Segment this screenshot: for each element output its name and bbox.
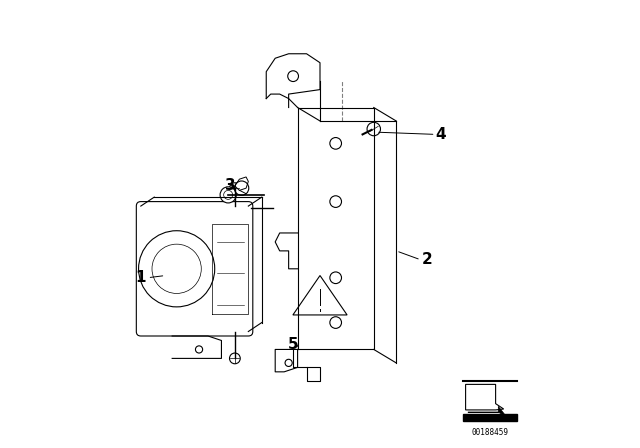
Circle shape [230,183,240,194]
Text: 00188459: 00188459 [472,428,509,437]
Bar [463,414,517,421]
Text: 3: 3 [225,178,236,194]
Text: 4: 4 [436,127,446,142]
Circle shape [367,122,380,136]
Text: 1: 1 [136,270,146,285]
Circle shape [220,187,236,203]
Text: 2: 2 [422,252,433,267]
Circle shape [230,353,240,364]
Circle shape [234,181,249,195]
Polygon shape [468,406,506,417]
Text: 5: 5 [288,337,298,353]
